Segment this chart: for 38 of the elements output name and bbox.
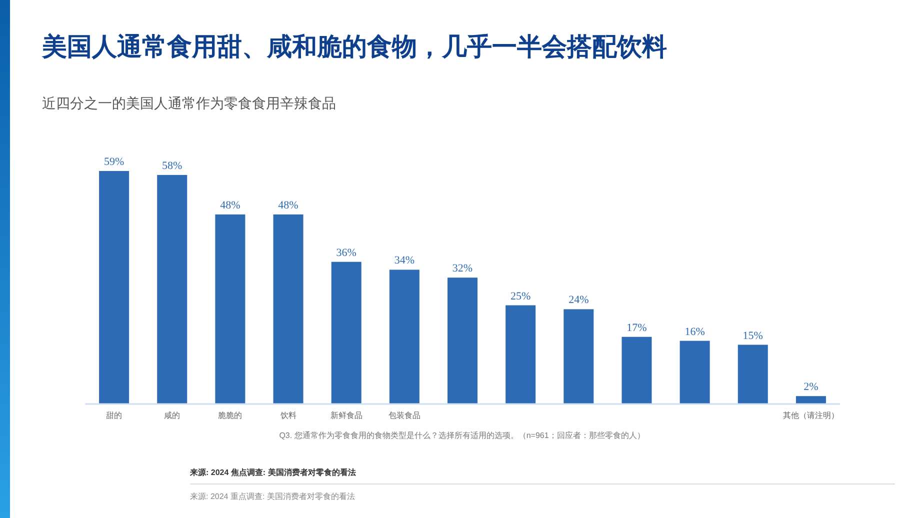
- data-label: 32%: [452, 262, 473, 275]
- bar: [157, 174, 188, 404]
- bar: [564, 309, 594, 404]
- data-label: 48%: [220, 199, 240, 212]
- chart-title: 美国人通常食用甜、咸和脆的食物，几乎一半会搭配饮料: [41, 33, 667, 61]
- bar: [680, 340, 710, 404]
- bar: [738, 344, 768, 404]
- x-tick-label: 包装食品: [388, 411, 420, 420]
- source-note: 来源: 2024 焦点调查: 美国消费者对零食的看法: [189, 467, 356, 477]
- bar: [506, 305, 536, 404]
- text: Q3. 您通常作为零食食用的食物类型是什么？选择所有适用的选项。（n=961；回应者：那些零食的人）: [279, 431, 645, 440]
- data-label: 24%: [568, 294, 589, 306]
- bar: [448, 278, 478, 404]
- data-label: 16%: [684, 326, 705, 338]
- bar: [99, 171, 130, 404]
- data-label: 34%: [394, 254, 415, 267]
- bar: [622, 336, 652, 404]
- x-tick-label: 新鲜食品: [330, 411, 362, 420]
- x-tick-label: 饮料: [279, 411, 296, 420]
- data-label: 25%: [510, 290, 531, 302]
- x-tick-label: 咸的: [164, 411, 180, 420]
- data-label: 58%: [162, 160, 182, 172]
- bar: [273, 214, 304, 404]
- data-label: 59%: [104, 156, 124, 168]
- x-tick-label: 其他（请注明）: [782, 411, 839, 420]
- data-label: 2%: [804, 381, 818, 394]
- source-note: 来源: 2024 重点调查: 美国消费者对零食的看法: [190, 492, 355, 501]
- bar: [389, 270, 420, 404]
- x-tick-label: 脆脆的: [218, 411, 242, 420]
- data-label: 48%: [278, 199, 298, 212]
- bar: [331, 262, 362, 404]
- data-label: 17%: [626, 322, 647, 334]
- chart-subtitle: 近四分之一的美国人通常作为零食食用辛辣食品: [42, 95, 336, 111]
- data-label: 36%: [336, 246, 356, 259]
- data-label: 15%: [742, 330, 763, 342]
- bar: [796, 396, 826, 404]
- x-tick-label: 甜的: [106, 411, 122, 420]
- bar: [215, 214, 246, 404]
